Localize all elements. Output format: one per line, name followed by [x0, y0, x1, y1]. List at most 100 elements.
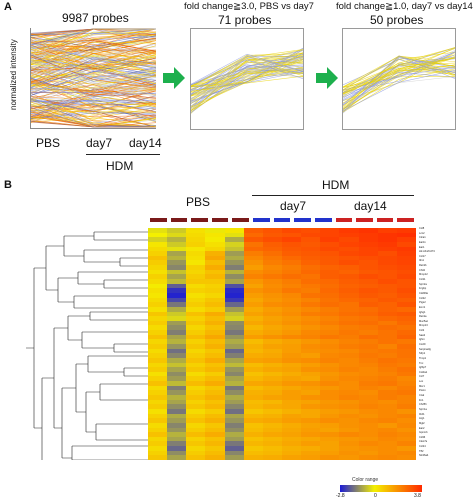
heatmap-cell	[243, 344, 264, 350]
heatmap-cell	[358, 427, 379, 433]
heatmap-cell	[282, 385, 302, 391]
heatmap-cell	[167, 265, 187, 271]
probe-trace	[30, 52, 157, 83]
row-label: Emr1	[419, 305, 426, 309]
heatmap-cell	[205, 339, 226, 345]
row-label: Arg1	[419, 417, 425, 421]
heatmap-cell	[301, 348, 321, 354]
hdm-bracket-line-a	[86, 154, 160, 155]
heatmap-cell	[262, 292, 283, 299]
heatmap-cell	[148, 297, 168, 303]
heatmap-cell	[339, 288, 360, 294]
heatmap-cell	[377, 325, 398, 331]
heatmap-cell	[167, 395, 187, 401]
row-label: Saa3	[419, 333, 426, 337]
heatmap-cell	[167, 255, 187, 261]
heatmap-cell	[243, 283, 264, 289]
probe-trace	[30, 67, 157, 87]
heatmap-cell	[282, 306, 302, 312]
heatmap-cell	[396, 316, 417, 322]
heatmap-cell	[262, 241, 283, 248]
heatmap-cell	[262, 367, 283, 373]
heatmap-cell	[224, 283, 245, 289]
heatmap-cell	[358, 357, 379, 364]
heatmap-cell	[148, 330, 168, 336]
heatmap-cell	[377, 353, 398, 359]
heatmap-cell	[320, 427, 340, 433]
row-label: Itln1	[419, 259, 424, 263]
heatmap-cell	[282, 288, 302, 294]
heatmap-cell	[396, 348, 417, 354]
heatmap-cell	[358, 339, 379, 345]
heatmap-cell	[148, 367, 168, 373]
heatmap-cell	[148, 274, 168, 280]
heatmap-cell	[282, 404, 302, 410]
heatmap-cell	[377, 302, 398, 308]
heatmap-cell	[358, 260, 379, 266]
heatmap-cell	[167, 432, 187, 438]
heatmap-cell	[396, 450, 417, 456]
probe-trace	[30, 55, 157, 76]
heatmap-cell	[358, 395, 379, 401]
heatmap-cell	[358, 246, 379, 252]
row-label: Ear11	[419, 240, 426, 244]
heatmap-cell	[339, 265, 360, 271]
heatmap-cell	[358, 283, 379, 289]
heatmap-cell	[262, 302, 283, 308]
heatmap-cell	[377, 413, 398, 419]
column-group-bars	[148, 218, 416, 226]
heatmap-cell	[262, 395, 283, 401]
heatmap-cell	[186, 292, 206, 299]
heatmap-cell	[358, 441, 379, 447]
heatmap-cell	[320, 339, 340, 345]
heatmap-cell	[282, 228, 302, 234]
heatmap-cell	[243, 302, 264, 308]
heatmap-cell	[205, 251, 226, 257]
heatmap-cell	[282, 408, 302, 415]
heatmap-cell	[205, 325, 226, 331]
heatmap-cell	[148, 246, 168, 252]
heatmap-cell	[358, 297, 379, 303]
heatmap-cell	[205, 432, 226, 438]
heatmap-cell	[148, 241, 168, 248]
heatmap-cell	[339, 316, 360, 322]
heatmap-cell	[167, 348, 187, 354]
heatmap-cell	[148, 441, 168, 447]
heatmap-cell	[205, 441, 226, 447]
heatmap-cell	[186, 274, 206, 280]
heatmap-cell	[282, 339, 302, 345]
heatmap-cell	[224, 399, 245, 405]
heatmap-cell	[396, 362, 417, 368]
heatmap-cell	[301, 371, 321, 377]
heatmap-cell	[224, 330, 245, 336]
heatmap-cell	[339, 371, 360, 377]
heatmap-cell	[301, 297, 321, 303]
heatmap-cell	[358, 450, 379, 456]
heatmap-cell	[205, 371, 226, 377]
panel-a-letter: A	[4, 1, 12, 13]
heatmap-cell	[167, 446, 187, 452]
heatmap-cell	[339, 311, 360, 317]
row-label: Lcn2	[419, 231, 425, 235]
probe-trace	[342, 47, 456, 93]
heatmap-cell	[358, 418, 379, 424]
row-dendrogram	[26, 231, 148, 460]
heatmap-cell	[339, 251, 360, 257]
heatmap-cell	[301, 334, 321, 340]
heatmap-cell	[148, 344, 168, 350]
heatmap-cell	[186, 371, 206, 377]
heatmap-cell	[282, 265, 302, 271]
heatmap-cell	[320, 260, 340, 266]
heatmap-cell	[339, 357, 360, 364]
panel-b-letter: B	[4, 179, 12, 191]
heatmap-cell	[358, 376, 379, 382]
heatmap-cell	[282, 371, 302, 377]
heatmap-cell	[396, 246, 417, 252]
column-group-bar	[335, 218, 353, 222]
heatmap-cell	[167, 251, 187, 257]
heatmap-cell	[224, 427, 245, 433]
heatmap-cell	[167, 237, 187, 243]
heatmap-cell	[358, 455, 379, 461]
heatmap-cell	[148, 436, 168, 442]
probe-trace	[190, 55, 304, 104]
